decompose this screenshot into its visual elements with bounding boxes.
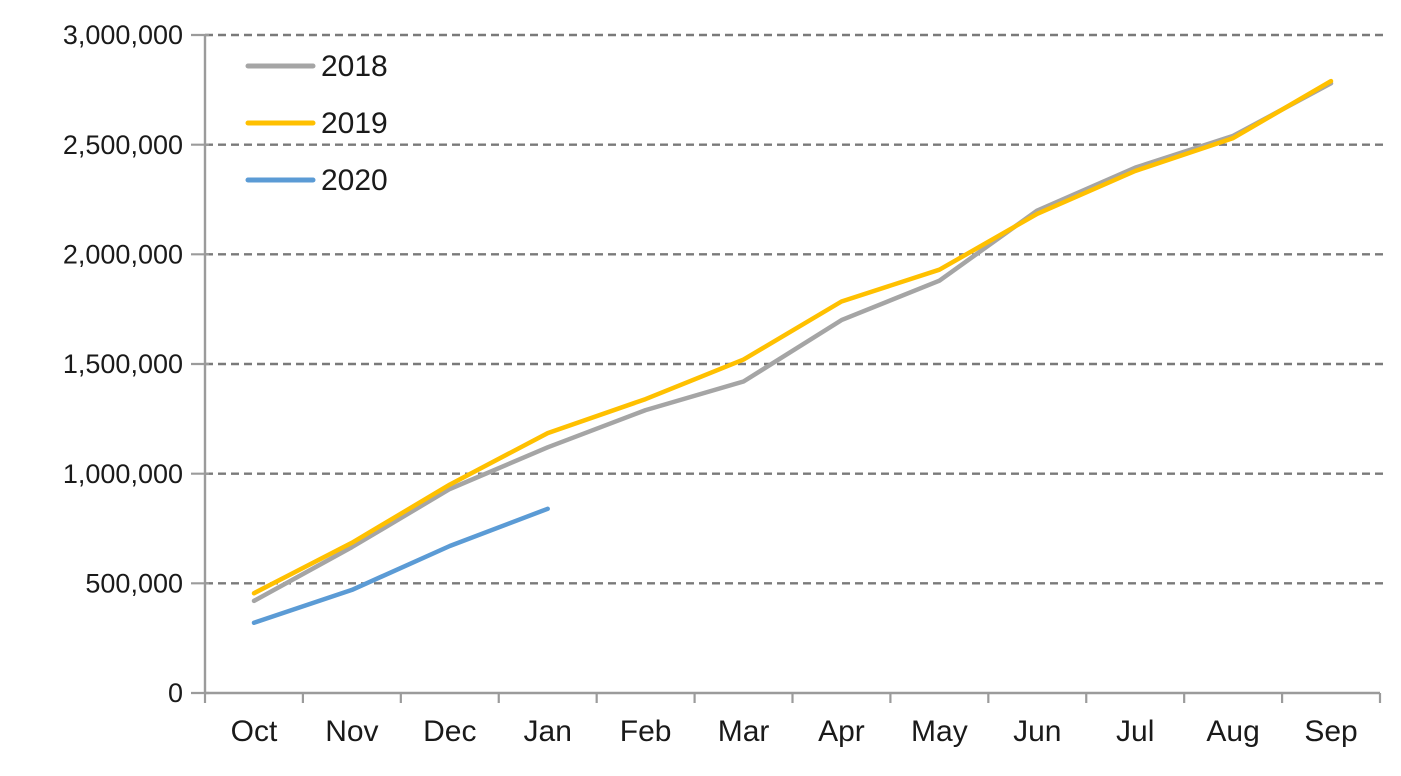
y-tick-label: 500,000	[85, 569, 183, 599]
gridlines	[205, 33, 1386, 585]
series-lines	[251, 78, 1334, 626]
legend-label-2020: 2020	[321, 164, 388, 197]
x-tick-label: Sep	[1304, 715, 1357, 748]
y-tick-label: 2,500,000	[63, 130, 183, 160]
x-tick-label: May	[911, 715, 968, 748]
x-tick-label: Aug	[1206, 715, 1259, 748]
x-tick-label: Dec	[423, 715, 476, 748]
legend-item-2018: 2018	[245, 50, 388, 83]
axes	[191, 33, 1382, 703]
series-line-2019	[251, 78, 1334, 596]
y-tick-label: 1,500,000	[63, 349, 183, 379]
y-tick-label: 3,000,000	[63, 20, 183, 50]
x-tick-label: Nov	[325, 715, 378, 748]
x-axis-labels: Oct Nov Dec Jan Feb Mar Apr May Jun Jul Aug Sep	[231, 715, 1358, 748]
y-axis-labels: 0 500,000 1,000,000 1,500,000 2,000,000 2,500…	[63, 20, 183, 708]
legend-label-2018: 2018	[321, 50, 388, 83]
y-tick-label: 0	[168, 678, 183, 708]
y-tick-label: 2,000,000	[63, 240, 183, 270]
x-tick-label: Apr	[818, 715, 865, 748]
series-line-2018	[251, 81, 1334, 604]
x-tick-label: Jan	[524, 715, 572, 748]
y-tick-label: 1,000,000	[63, 459, 183, 489]
x-tick-label: Feb	[620, 715, 672, 748]
x-tick-label: Jul	[1116, 715, 1154, 748]
x-tick-label: Mar	[718, 715, 770, 748]
legend-item-2020: 2020	[245, 164, 388, 197]
legend: 2018 2019 2020	[245, 50, 388, 197]
x-tick-label: Jun	[1013, 715, 1061, 748]
legend-label-2019: 2019	[321, 107, 388, 140]
legend-item-2019: 2019	[245, 107, 388, 140]
x-tick-label: Oct	[231, 715, 278, 748]
series-line-2020	[251, 506, 550, 626]
